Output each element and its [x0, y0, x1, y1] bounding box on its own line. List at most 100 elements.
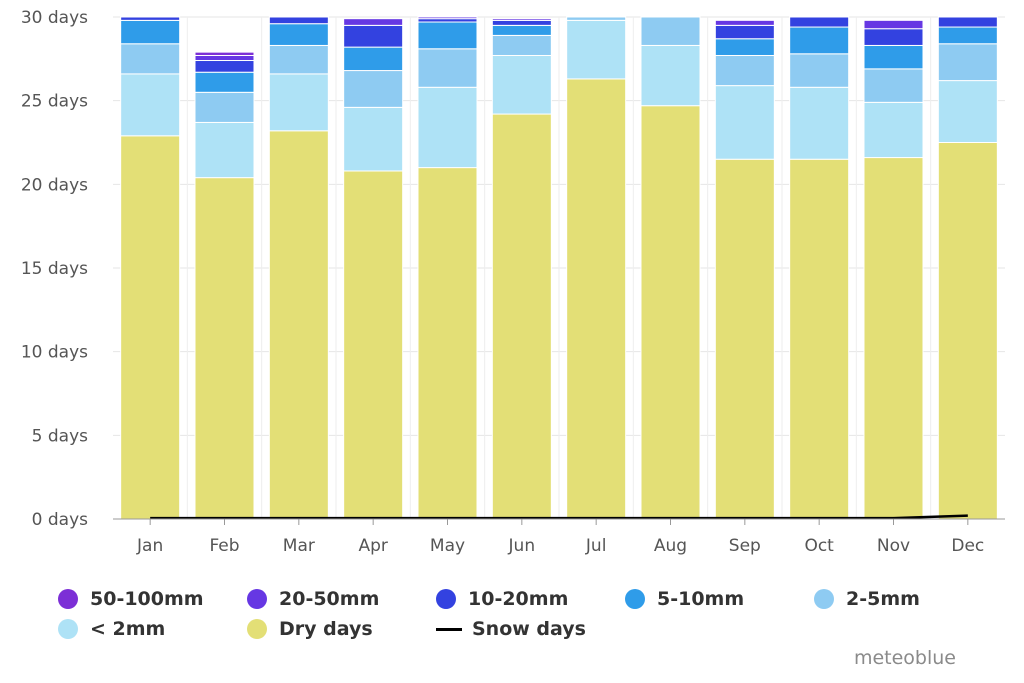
legend-item[interactable]: Dry days — [247, 617, 436, 641]
bar-segment — [714, 85, 775, 160]
x-tick-label: May — [430, 536, 465, 556]
legend-label: 2-5mm — [846, 588, 920, 610]
legend-item[interactable]: 2-5mm — [814, 587, 1003, 611]
x-tick-label: Jun — [508, 536, 536, 556]
bar-segment — [417, 48, 478, 88]
bar-segment — [789, 26, 850, 55]
legend-label: < 2mm — [90, 618, 166, 640]
bar-segment — [417, 167, 478, 520]
y-tick-label: 0 days — [32, 510, 88, 530]
bar-segment — [937, 142, 998, 520]
y-tick-label: 15 days — [21, 259, 88, 279]
bar-segment — [194, 177, 255, 520]
grid-lines — [113, 16, 1005, 520]
y-tick-label: 20 days — [21, 175, 88, 195]
legend-label: Snow days — [472, 618, 586, 640]
bar-segment — [789, 16, 850, 28]
legend-item[interactable]: 5-10mm — [625, 587, 814, 611]
bar-segment — [268, 130, 329, 520]
legend-dot-marker — [814, 589, 834, 609]
y-axis-labels: 0 days 5 days 10 days 15 days 20 days 25 days… — [21, 8, 88, 530]
legend-label: 5-10mm — [657, 588, 745, 610]
bar-segment — [343, 18, 404, 26]
bar-segment — [863, 44, 924, 70]
legend-label: 50-100mm — [90, 588, 204, 610]
snow-days-line — [150, 514, 968, 520]
legend-line-marker — [436, 627, 462, 631]
y-tick-label: 10 days — [21, 343, 88, 363]
x-axis-labels: Jan Feb Mar Apr May Jun Jul Aug Sep Oct Nov Dec — [113, 518, 1005, 556]
bar-segment — [120, 16, 181, 21]
x-tick-label: Dec — [951, 536, 984, 556]
bar-segment — [491, 34, 552, 56]
bar-segment — [714, 19, 775, 26]
bar-segment — [194, 60, 255, 73]
bar-segment — [714, 24, 775, 40]
legend-label: 20-50mm — [279, 588, 380, 610]
bar-segment — [863, 19, 924, 30]
bar-segment — [417, 21, 478, 50]
x-tick-label: Aug — [654, 536, 687, 556]
bar-segment — [268, 73, 329, 132]
bar-segment — [343, 170, 404, 520]
chart-plot: 0 days 5 days 10 days 15 days 20 days 25 days… — [21, 8, 1005, 556]
legend-dot-marker — [247, 619, 267, 639]
snow-days-line-path — [150, 514, 968, 520]
x-tick-label: Nov — [877, 536, 910, 556]
legend-item[interactable]: Snow days — [436, 617, 625, 641]
bar-segment — [194, 91, 255, 123]
legend-dot-marker — [436, 589, 456, 609]
legend-label: 10-20mm — [468, 588, 569, 610]
y-tick-label: 25 days — [21, 92, 88, 112]
bar-segment — [937, 43, 998, 82]
x-tick-label: Feb — [209, 536, 239, 556]
bar-segment — [863, 68, 924, 103]
legend-item[interactable]: < 2mm — [58, 617, 247, 641]
legend-dot-marker — [247, 589, 267, 609]
bar-segment — [343, 70, 404, 108]
bar-segment — [120, 43, 181, 75]
bar-segment — [789, 158, 850, 520]
legend-label: Dry days — [279, 618, 373, 640]
credit-text: meteoblue — [853, 647, 956, 669]
bar-segment — [194, 51, 255, 56]
x-tick-label: Oct — [804, 536, 834, 556]
bar-segment — [863, 157, 924, 520]
bar-segment — [343, 24, 404, 48]
bar-segment — [789, 53, 850, 88]
bar-segment — [491, 54, 552, 115]
legend-dot-marker — [58, 589, 78, 609]
bar-segment — [789, 86, 850, 160]
bar-segment — [120, 135, 181, 520]
bar-segment — [343, 46, 404, 72]
bar-segment — [491, 113, 552, 520]
bar-segment — [566, 19, 627, 80]
bar-segment — [863, 101, 924, 159]
legend-item[interactable]: 50-100mm — [58, 587, 247, 611]
x-tick-label: Jan — [136, 536, 163, 556]
bar-segment — [566, 16, 627, 21]
bar-segment — [714, 38, 775, 56]
bar-segment — [343, 106, 404, 172]
legend-item[interactable]: 10-20mm — [436, 587, 625, 611]
bar-segment — [194, 54, 255, 62]
bar-segment — [120, 73, 181, 137]
x-tick-label: Mar — [283, 536, 315, 556]
bar-segment — [937, 26, 998, 45]
bar-segment — [491, 18, 552, 21]
bar-segment — [566, 78, 627, 520]
bar-segment — [640, 16, 701, 46]
chart-legend: 50-100mm 20-50mm 10-20mm 5-10mm 2-5mm < 2mm Dr… — [58, 587, 1008, 641]
bar-segment — [268, 16, 329, 25]
y-tick-label: 30 days — [21, 8, 88, 28]
bar-segment — [937, 16, 998, 28]
bar-segment — [268, 44, 329, 75]
bar-segment — [491, 24, 552, 36]
bar-segment — [640, 44, 701, 107]
bar-segment — [640, 105, 701, 520]
legend-item[interactable]: 20-50mm — [247, 587, 436, 611]
bar-segment — [120, 19, 181, 45]
legend-dot-marker — [625, 589, 645, 609]
bar-segment — [194, 121, 255, 179]
y-tick-label: 5 days — [32, 426, 88, 446]
